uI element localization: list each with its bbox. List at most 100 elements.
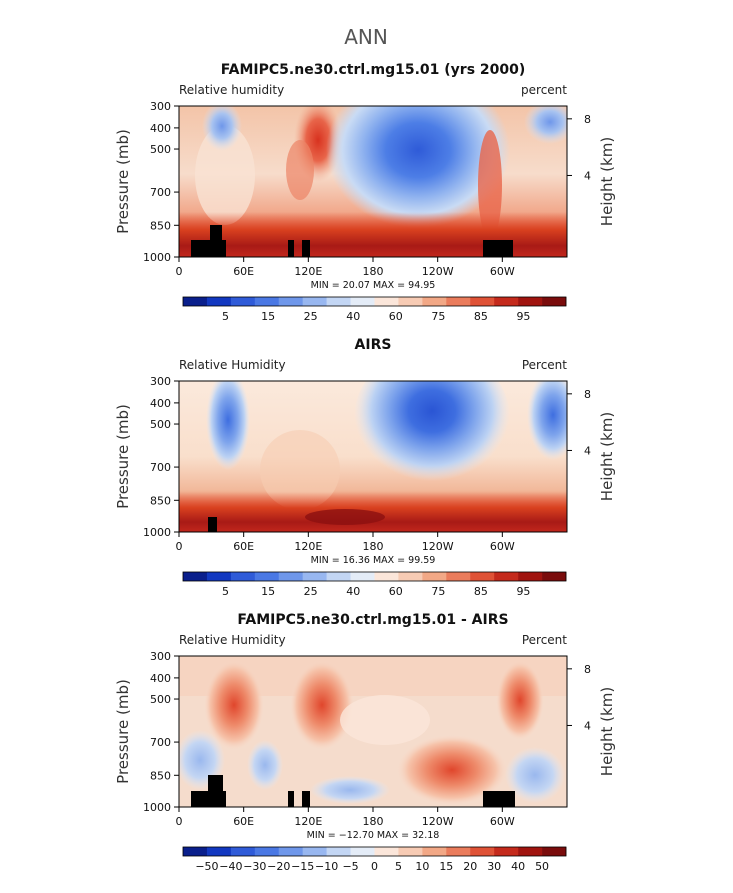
y-axis-title: Pressure (mb): [114, 404, 132, 509]
panel-right-label: Percent: [522, 358, 567, 372]
x-tick-label: 60E: [233, 265, 254, 278]
panel-title: AIRS: [355, 337, 392, 353]
panel-obs: AIRS Relative Humidity Percent: [178, 337, 568, 533]
y-tick-label: 1000: [143, 526, 171, 539]
colorbar-label: −15: [291, 860, 314, 873]
panel-title: FAMIPC5.ne30.ctrl.mg15.01 - AIRS: [237, 612, 508, 628]
colorbar-label: −30: [243, 860, 266, 873]
colorbar-swatch: [302, 572, 327, 581]
y-tick-label: 300: [150, 100, 171, 113]
y-right-tick-label: 8: [584, 663, 591, 676]
panel-left-label: Relative Humidity: [179, 633, 286, 647]
colorbar-swatch: [206, 572, 232, 581]
y-tick-label: 850: [150, 219, 171, 232]
colorbar-swatch: [446, 847, 471, 856]
x-tick-label: 60E: [233, 540, 254, 553]
colorbar-swatch: [542, 572, 567, 581]
colorbar-label: 15: [261, 585, 275, 598]
colorbar-swatch: [206, 297, 232, 306]
y-right-tick-label: 4: [584, 444, 591, 457]
colorbar-label: −5: [342, 860, 358, 873]
colorbar-label: 40: [511, 860, 525, 873]
x-tick-label: 0: [176, 815, 183, 828]
y-right-tick-label: 8: [584, 113, 591, 126]
x-tick-label: 60W: [490, 540, 515, 553]
colorbar-swatch: [374, 847, 399, 856]
y-right-axis-title: Height (km): [598, 412, 616, 501]
colorbar-swatch: [422, 297, 447, 306]
y-tick-label: 700: [150, 461, 171, 474]
colorbar-label: −40: [219, 860, 242, 873]
y-tick-label: 700: [150, 186, 171, 199]
colorbar-swatch: [350, 297, 375, 306]
x-tick-label: 120E: [294, 540, 322, 553]
colorbar-swatch: [206, 847, 232, 856]
colorbar-label: 0: [371, 860, 378, 873]
y-tick-label: 400: [150, 672, 171, 685]
y-tick-label: 500: [150, 143, 171, 156]
colorbar-swatch: [230, 297, 256, 306]
colorbar-swatch: [350, 847, 375, 856]
panel-diff: FAMIPC5.ne30.ctrl.mg15.01 - AIRS Relativ…: [178, 612, 568, 808]
colorbar-swatch: [326, 847, 351, 856]
colorbar-label: 40: [346, 310, 360, 323]
colorbar-swatch: [446, 297, 471, 306]
x-tick-label: 180: [363, 815, 384, 828]
y-axis-title: Pressure (mb): [114, 129, 132, 234]
colorbar-label: 5: [395, 860, 402, 873]
topography-mask: [191, 225, 513, 257]
colorbar-label: 85: [474, 310, 488, 323]
colorbar-label: 95: [516, 585, 530, 598]
x-tick-label: 0: [176, 265, 183, 278]
colorbar-label: 95: [516, 310, 530, 323]
colorbar-label: 85: [474, 585, 488, 598]
colorbar-swatch: [470, 847, 495, 856]
y-tick-label: 850: [150, 494, 171, 507]
colorbar-swatch: [230, 572, 256, 581]
colorbar-swatch: [542, 297, 567, 306]
y-tick-label: 700: [150, 736, 171, 749]
colorbar-swatch: [518, 847, 543, 856]
x-tick-label: 60E: [233, 815, 254, 828]
colorbar-swatch: [326, 572, 351, 581]
colorbar-swatch: [254, 297, 280, 306]
panel-left-label: Relative Humidity: [179, 358, 286, 372]
stats-label: MIN = −12.70 MAX = 32.18: [307, 830, 440, 841]
colorbar-label: 25: [304, 310, 318, 323]
panel-right-label: Percent: [522, 633, 567, 647]
stats-label: MIN = 16.36 MAX = 99.59: [311, 555, 436, 566]
colorbar-label: 60: [389, 585, 403, 598]
colorbar-frame: [182, 846, 567, 857]
colorbar-swatch: [518, 572, 543, 581]
y-tick-label: 300: [150, 375, 171, 388]
y-right-tick-label: 8: [584, 388, 591, 401]
colorbar-label: 50: [535, 860, 549, 873]
colorbar-swatch: [494, 847, 519, 856]
colorbar-swatch: [494, 297, 519, 306]
x-tick-label: 60W: [490, 265, 515, 278]
colorbar-label: 60: [389, 310, 403, 323]
colorbar-label: −50: [195, 860, 218, 873]
x-tick-label: 120W: [422, 540, 454, 553]
y-tick-label: 300: [150, 650, 171, 663]
colorbar-swatch: [278, 297, 303, 306]
colorbar-label: 75: [431, 585, 445, 598]
panel-model: FAMIPC5.ne30.ctrl.mg15.01 (yrs 2000) Rel…: [178, 62, 568, 258]
y-right-tick-label: 4: [584, 169, 591, 182]
y-tick-label: 400: [150, 122, 171, 135]
colorbar-swatch: [183, 572, 208, 581]
colorbar-label: −10: [315, 860, 338, 873]
panel-title: FAMIPC5.ne30.ctrl.mg15.01 (yrs 2000): [221, 62, 526, 78]
colorbar-swatch: [470, 572, 495, 581]
panel-right-label: percent: [521, 83, 567, 97]
colorbar-swatch: [183, 847, 208, 856]
colorbar-swatch: [446, 572, 471, 581]
colorbar-swatch: [398, 847, 423, 856]
colorbar-swatch: [254, 572, 280, 581]
colorbar-swatch: [350, 572, 375, 581]
colorbar-label: −20: [267, 860, 290, 873]
y-tick-label: 1000: [143, 801, 171, 814]
colorbar-label: 25: [304, 585, 318, 598]
